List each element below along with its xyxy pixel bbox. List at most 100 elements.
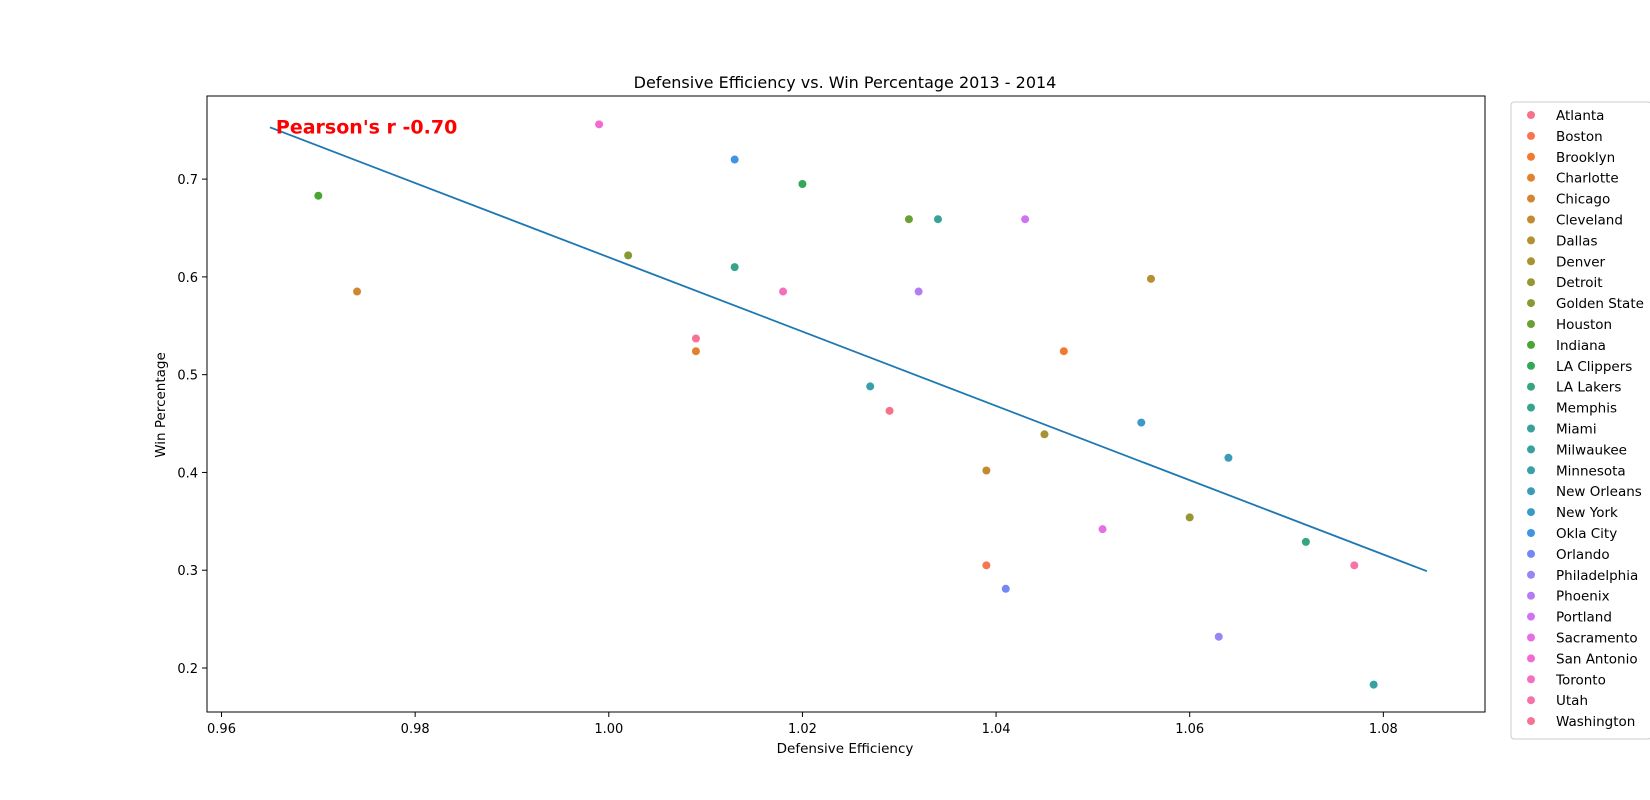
legend-label: Phoenix bbox=[1556, 589, 1610, 605]
y-tick-label: 0.4 bbox=[177, 466, 198, 481]
y-tick-label: 0.3 bbox=[177, 564, 198, 579]
legend-item: LA Lakers bbox=[1527, 380, 1621, 396]
legend-item: Okla City bbox=[1527, 526, 1617, 542]
legend-marker bbox=[1527, 278, 1535, 287]
legend-marker bbox=[1527, 173, 1535, 182]
data-point-milwaukee bbox=[1369, 680, 1378, 689]
regression-line bbox=[269, 126, 1428, 573]
legend-marker bbox=[1527, 675, 1535, 684]
legend-label: Portland bbox=[1556, 610, 1612, 626]
legend-item: LA Clippers bbox=[1527, 359, 1632, 375]
legend-label: Sacramento bbox=[1556, 631, 1638, 647]
legend-item: Toronto bbox=[1527, 672, 1606, 688]
x-tick-label: 1.08 bbox=[1369, 722, 1398, 737]
legend-item: Milwaukee bbox=[1527, 442, 1627, 458]
legend-label: New York bbox=[1556, 505, 1618, 521]
data-point-boston bbox=[982, 561, 991, 570]
legend-marker bbox=[1527, 487, 1535, 496]
legend-marker bbox=[1527, 633, 1535, 642]
legend-label: Milwaukee bbox=[1556, 442, 1627, 458]
legend-label: Memphis bbox=[1556, 401, 1617, 417]
legend: Atlanta Boston Brooklyn Charlotte Chicago Cle… bbox=[1510, 101, 1650, 740]
legend-label: LA Lakers bbox=[1556, 380, 1621, 396]
legend-item: Boston bbox=[1527, 129, 1603, 145]
legend-marker bbox=[1527, 570, 1535, 579]
legend-marker bbox=[1527, 424, 1535, 433]
y-axis-label: Win Percentage bbox=[153, 352, 169, 458]
legend-label: LA Clippers bbox=[1556, 359, 1632, 375]
legend-item: Charlotte bbox=[1527, 171, 1619, 187]
legend-item: Dallas bbox=[1527, 233, 1597, 249]
legend-label: Brooklyn bbox=[1556, 150, 1615, 166]
legend-item: Memphis bbox=[1527, 401, 1617, 417]
legend-label: Minnesota bbox=[1556, 463, 1626, 479]
legend-marker bbox=[1527, 612, 1535, 621]
legend-marker bbox=[1527, 403, 1535, 412]
legend-item: Orlando bbox=[1527, 547, 1610, 563]
legend-label: Dallas bbox=[1556, 233, 1597, 249]
legend-label: Miami bbox=[1556, 422, 1597, 438]
data-point-chicago bbox=[353, 287, 362, 296]
data-point-okla-city bbox=[730, 155, 739, 164]
data-point-toronto bbox=[779, 287, 788, 296]
data-point-sacramento bbox=[1098, 525, 1107, 534]
legend-label: Orlando bbox=[1556, 547, 1610, 563]
x-tick-label: 0.96 bbox=[207, 722, 236, 737]
legend-item: Atlanta bbox=[1527, 108, 1604, 124]
legend-label: Atlanta bbox=[1556, 108, 1604, 124]
legend-marker bbox=[1527, 696, 1535, 705]
x-tick-label: 1.06 bbox=[1175, 722, 1204, 737]
y-tick-label: 0.7 bbox=[177, 173, 198, 188]
data-point-brooklyn bbox=[1059, 347, 1068, 356]
legend-label: Washington bbox=[1556, 714, 1635, 730]
legend-marker bbox=[1527, 257, 1535, 266]
legend-item: Washington bbox=[1527, 714, 1635, 730]
legend-label: New Orleans bbox=[1556, 484, 1642, 500]
legend-marker bbox=[1527, 445, 1535, 454]
legend-item: Detroit bbox=[1527, 275, 1603, 291]
legend-item: Miami bbox=[1527, 422, 1597, 438]
legend-item: Portland bbox=[1527, 610, 1612, 626]
legend-label: Golden State bbox=[1556, 296, 1644, 312]
data-point-new-york bbox=[1137, 418, 1146, 427]
data-point-cleveland bbox=[982, 466, 991, 475]
legend-item: Brooklyn bbox=[1527, 150, 1615, 166]
legend-label: Indiana bbox=[1556, 338, 1606, 354]
data-point-detroit bbox=[1185, 513, 1194, 522]
x-axis-label: Defensive Efficiency bbox=[777, 741, 914, 757]
axes: 0.96 0.98 1.00 1.02 1.04 1.06 1.08 0.2 0.3 0.4 0.5… bbox=[177, 95, 1486, 737]
legend-marker bbox=[1527, 131, 1535, 140]
x-tick-label: 1.00 bbox=[594, 722, 623, 737]
legend-label: Toronto bbox=[1555, 672, 1606, 688]
legend-label: Chicago bbox=[1556, 192, 1610, 208]
legend-label: Cleveland bbox=[1556, 213, 1623, 229]
legend-marker bbox=[1527, 466, 1535, 475]
legend-item: New York bbox=[1527, 505, 1618, 521]
legend-label: Denver bbox=[1556, 254, 1606, 270]
legend-label: Charlotte bbox=[1556, 171, 1619, 187]
legend-item: Phoenix bbox=[1527, 589, 1610, 605]
legend-item: Chicago bbox=[1527, 192, 1610, 208]
data-point-la-clippers bbox=[798, 180, 807, 188]
legend-item: Denver bbox=[1527, 254, 1606, 270]
data-point-atlanta bbox=[885, 406, 894, 415]
legend-item: Golden State bbox=[1527, 296, 1644, 312]
chart-title: Defensive Efficiency vs. Win Percentage … bbox=[634, 73, 1057, 92]
legend-marker bbox=[1527, 654, 1535, 663]
legend-marker bbox=[1527, 236, 1535, 245]
x-tick-label: 1.02 bbox=[788, 722, 817, 737]
y-tick-label: 0.2 bbox=[177, 662, 198, 677]
data-point-miami bbox=[933, 215, 942, 224]
data-point-philadelphia bbox=[1214, 632, 1223, 641]
plot-frame bbox=[206, 95, 1486, 713]
legend-marker bbox=[1527, 382, 1535, 391]
data-point-san-antonio bbox=[595, 120, 604, 129]
data-point-utah bbox=[1350, 561, 1359, 570]
data-point-memphis bbox=[730, 263, 739, 272]
data-point-washington bbox=[691, 334, 700, 343]
legend-marker bbox=[1527, 320, 1535, 328]
data-point-denver bbox=[1040, 430, 1049, 439]
legend-item: Minnesota bbox=[1527, 463, 1626, 479]
legend-item: Philadelphia bbox=[1527, 568, 1638, 584]
legend-item: New Orleans bbox=[1527, 484, 1642, 500]
